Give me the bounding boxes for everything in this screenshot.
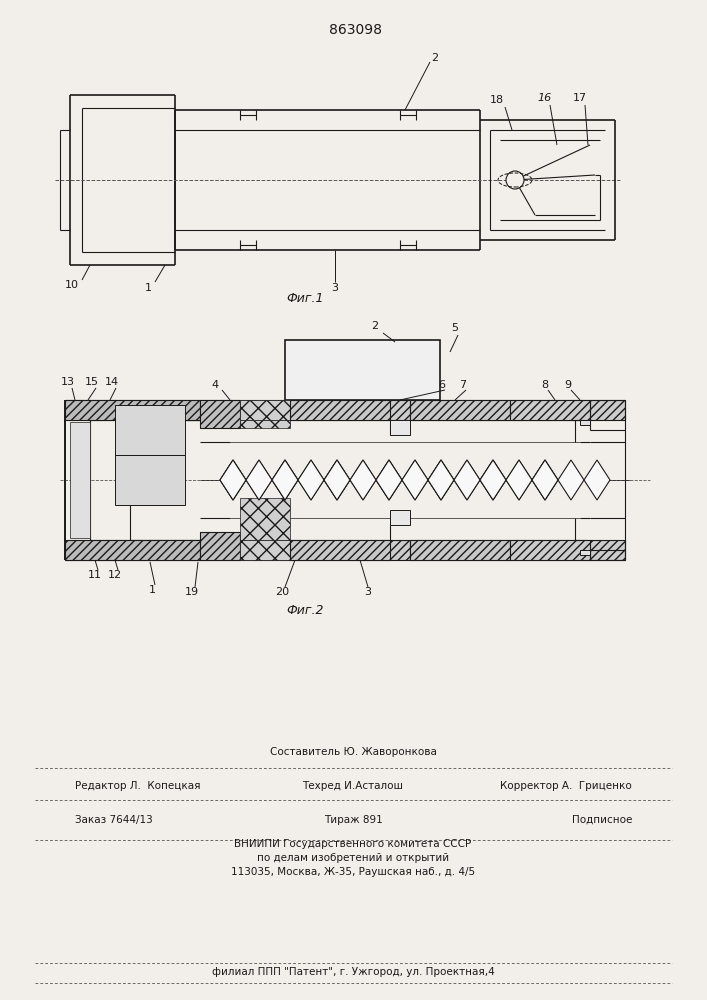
Bar [115, 405, 185, 455]
Text: 863098: 863098 [329, 23, 382, 37]
Text: 15: 15 [85, 377, 99, 387]
Text: 18: 18 [490, 95, 504, 105]
Text: 13: 13 [61, 377, 75, 387]
Text: Заказ 7644/13: Заказ 7644/13 [75, 815, 153, 825]
Text: 6: 6 [438, 380, 445, 390]
Polygon shape [272, 460, 298, 500]
Text: 1: 1 [144, 283, 151, 293]
Text: Тираж 891: Тираж 891 [324, 815, 382, 825]
Polygon shape [65, 400, 200, 420]
Polygon shape [428, 460, 454, 500]
Text: 9: 9 [564, 380, 571, 390]
Polygon shape [298, 460, 324, 500]
Polygon shape [584, 460, 610, 500]
Polygon shape [428, 460, 454, 500]
Polygon shape [246, 460, 272, 500]
Polygon shape [454, 460, 480, 500]
Polygon shape [298, 460, 324, 500]
Bar [70, 422, 90, 538]
Bar [390, 510, 410, 525]
Polygon shape [290, 540, 390, 560]
Polygon shape [272, 460, 298, 500]
Polygon shape [480, 460, 506, 500]
Polygon shape [410, 400, 510, 420]
Polygon shape [220, 460, 246, 500]
Circle shape [506, 171, 524, 189]
Polygon shape [220, 460, 246, 500]
Text: Фиг.2: Фиг.2 [286, 603, 324, 616]
Text: 8: 8 [542, 380, 549, 390]
Polygon shape [376, 460, 402, 500]
Polygon shape [200, 532, 240, 560]
Polygon shape [65, 540, 200, 560]
Polygon shape [454, 460, 480, 500]
Text: 3: 3 [332, 283, 339, 293]
Text: 16: 16 [538, 93, 552, 103]
Text: ВНИИПИ Государственного комитета СССР: ВНИИПИ Государственного комитета СССР [235, 839, 472, 849]
Text: 7: 7 [460, 380, 467, 390]
Bar [240, 498, 290, 540]
Polygon shape [200, 400, 625, 420]
Bar [240, 420, 290, 428]
Text: Корректор А.  Гриценко: Корректор А. Гриценко [501, 781, 632, 791]
Polygon shape [376, 460, 402, 500]
Text: Техред И.Асталош: Техред И.Асталош [303, 781, 404, 791]
Polygon shape [480, 460, 506, 500]
Polygon shape [324, 460, 350, 500]
Text: 5: 5 [452, 323, 459, 333]
Text: 2: 2 [371, 321, 378, 331]
Polygon shape [510, 540, 590, 560]
Text: филиал ППП "Патент", г. Ужгород, ул. Проектная,4: филиал ППП "Патент", г. Ужгород, ул. Про… [211, 967, 494, 977]
Bar [390, 420, 410, 435]
Polygon shape [290, 400, 390, 420]
Polygon shape [402, 460, 428, 500]
Polygon shape [220, 460, 246, 500]
Polygon shape [558, 460, 584, 500]
Text: 19: 19 [185, 587, 199, 597]
Polygon shape [246, 460, 272, 500]
Polygon shape [532, 460, 558, 500]
Polygon shape [506, 460, 532, 500]
Text: 3: 3 [365, 587, 371, 597]
Polygon shape [410, 540, 510, 560]
Polygon shape [350, 460, 376, 500]
Text: 10: 10 [65, 280, 79, 290]
Text: Подписное: Подписное [572, 815, 632, 825]
Polygon shape [532, 460, 558, 500]
Text: 113035, Москва, Ж-35, Раушская наб., д. 4/5: 113035, Москва, Ж-35, Раушская наб., д. … [231, 867, 475, 877]
Bar [580, 550, 590, 555]
Text: 12: 12 [108, 570, 122, 580]
Text: 17: 17 [573, 93, 587, 103]
Text: Составитель Ю. Жаворонкова: Составитель Ю. Жаворонкова [269, 747, 436, 757]
Polygon shape [428, 460, 454, 500]
Text: 14: 14 [105, 377, 119, 387]
Text: 2: 2 [431, 53, 438, 63]
Polygon shape [510, 400, 590, 420]
Text: 20: 20 [275, 587, 289, 597]
Text: Фиг.1: Фиг.1 [286, 292, 324, 304]
Polygon shape [272, 460, 298, 500]
Text: 1: 1 [148, 585, 156, 595]
Bar [115, 455, 185, 505]
Text: 4: 4 [211, 380, 218, 390]
Polygon shape [324, 460, 350, 500]
Polygon shape [350, 460, 376, 500]
Polygon shape [200, 540, 625, 560]
Bar [285, 340, 440, 400]
Polygon shape [402, 460, 428, 500]
Polygon shape [376, 460, 402, 500]
Polygon shape [240, 400, 290, 420]
Text: по делам изобретений и открытий: по делам изобретений и открытий [257, 853, 449, 863]
Polygon shape [324, 460, 350, 500]
Text: 11: 11 [88, 570, 102, 580]
Polygon shape [532, 460, 558, 500]
Polygon shape [200, 400, 240, 428]
Text: Редактор Л.  Копецкая: Редактор Л. Копецкая [75, 781, 201, 791]
Polygon shape [506, 460, 532, 500]
Bar [580, 420, 590, 425]
Polygon shape [240, 540, 290, 560]
Polygon shape [480, 460, 506, 500]
